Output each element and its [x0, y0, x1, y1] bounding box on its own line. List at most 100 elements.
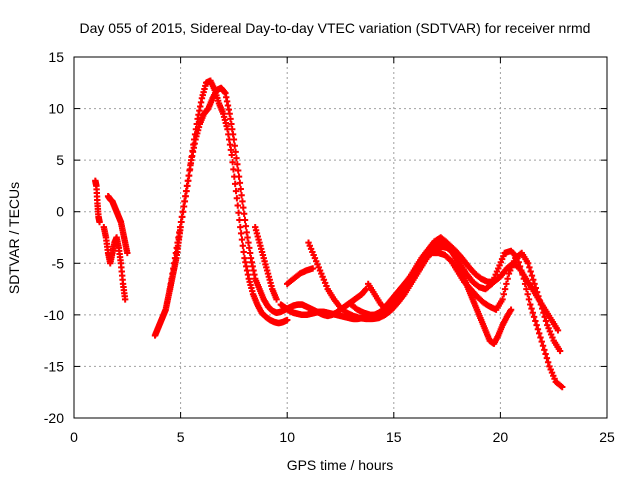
data-point	[503, 280, 510, 288]
x-tick-label: 25	[599, 429, 615, 445]
data-point	[230, 166, 237, 173]
data-point	[523, 285, 530, 293]
data-point	[273, 296, 280, 303]
data-point	[536, 330, 543, 337]
data-point	[528, 272, 536, 279]
data-point	[535, 293, 542, 300]
data-point	[528, 305, 535, 312]
x-tick-label: 5	[177, 429, 185, 445]
data-point	[499, 296, 506, 303]
data-point	[121, 296, 129, 303]
data-point	[234, 161, 241, 168]
data-point	[240, 210, 248, 217]
data-point	[500, 291, 508, 298]
y-tick-label: -10	[44, 307, 64, 323]
y-tick-label: 5	[56, 152, 64, 168]
data-point	[362, 285, 370, 293]
x-axis-label: GPS time / hours	[287, 457, 394, 473]
data-point	[524, 291, 531, 298]
data-point	[232, 148, 239, 156]
series-track-d	[151, 77, 291, 339]
data-point	[533, 288, 541, 296]
data-point	[532, 284, 539, 292]
data-point	[532, 317, 539, 325]
y-tick-label: 15	[48, 49, 64, 65]
data-point	[228, 151, 235, 159]
data-point	[538, 338, 545, 345]
data-point	[536, 297, 543, 304]
data-point	[544, 359, 552, 366]
data-point	[236, 216, 243, 224]
x-tick-label: 10	[279, 429, 295, 445]
data-point	[238, 192, 245, 199]
data-point	[526, 264, 533, 271]
data-point	[530, 313, 538, 321]
data-point	[559, 383, 566, 391]
data-point	[233, 154, 240, 162]
y-tick-label: 0	[56, 204, 64, 220]
data-point	[524, 260, 532, 267]
y-tick-label: 10	[48, 101, 64, 117]
data-point	[242, 222, 250, 230]
data-point	[239, 242, 247, 249]
data-point	[542, 350, 549, 358]
data-point	[527, 301, 534, 308]
data-point	[237, 230, 245, 237]
data-point	[230, 136, 238, 143]
grid	[74, 57, 607, 418]
data-point	[96, 218, 103, 226]
x-tick-label: 0	[70, 429, 78, 445]
data-point	[531, 280, 538, 288]
data-point	[233, 195, 241, 202]
x-tick-label: 20	[493, 429, 509, 445]
data-point	[501, 285, 509, 293]
data-point	[231, 142, 238, 149]
data-point	[539, 342, 547, 349]
data-point	[525, 296, 533, 303]
axes: 0 5 10 15 20 25 -20 -15 -10 -5 0 5 10 15	[44, 49, 615, 445]
data-point	[235, 173, 243, 180]
y-tick-label: -15	[44, 358, 64, 374]
data-point	[534, 326, 542, 333]
data-point	[541, 313, 548, 321]
y-tick-label: -5	[52, 255, 65, 271]
data-point	[240, 248, 247, 256]
data-point	[240, 204, 247, 211]
data-point	[239, 198, 246, 205]
data-point	[554, 327, 562, 334]
data-points	[92, 77, 566, 391]
data-point	[529, 309, 537, 316]
series-track-a	[92, 177, 103, 226]
y-tick-label: -20	[44, 410, 64, 426]
data-point	[527, 268, 534, 275]
data-point	[234, 202, 241, 209]
data-point	[231, 180, 239, 188]
data-point	[516, 263, 524, 270]
series-track-h	[284, 265, 316, 288]
data-point	[540, 309, 547, 316]
data-point	[537, 334, 544, 341]
data-point	[236, 179, 244, 187]
data-point	[238, 236, 246, 243]
data-point	[237, 223, 244, 231]
data-point	[541, 346, 548, 354]
data-point	[519, 271, 526, 278]
y-axis-label: SDTVAR / TECUs	[6, 182, 22, 294]
data-point	[229, 159, 236, 166]
data-point	[533, 321, 540, 329]
data-point	[504, 275, 511, 282]
data-point	[235, 209, 242, 216]
data-point	[518, 267, 525, 274]
data-point	[241, 216, 249, 224]
plot-frame	[73, 56, 608, 419]
data-point	[556, 347, 564, 355]
data-point	[538, 305, 546, 312]
data-point	[520, 275, 528, 282]
data-point	[284, 316, 291, 324]
data-point	[124, 249, 131, 257]
data-point	[309, 265, 316, 272]
data-point	[515, 259, 522, 266]
data-point	[232, 187, 240, 195]
data-point	[543, 354, 551, 362]
